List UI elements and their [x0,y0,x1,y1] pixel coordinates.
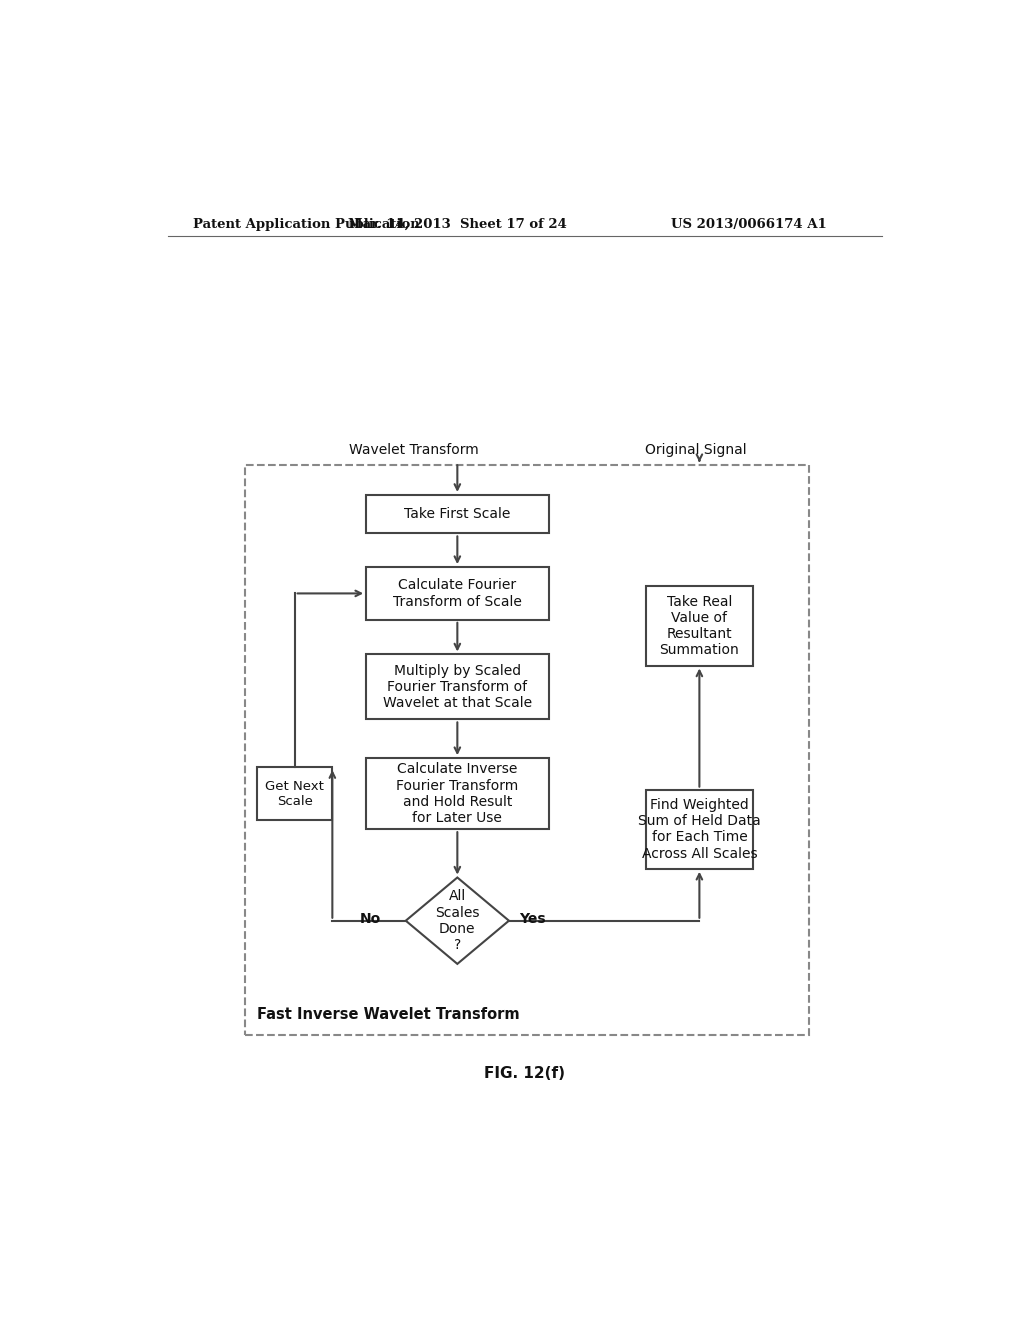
Text: FIG. 12(f): FIG. 12(f) [484,1065,565,1081]
Text: Yes: Yes [519,912,546,925]
Text: Patent Application Publication: Patent Application Publication [194,218,420,231]
Text: Take First Scale: Take First Scale [404,507,511,521]
Text: Multiply by Scaled
Fourier Transform of
Wavelet at that Scale: Multiply by Scaled Fourier Transform of … [383,664,531,710]
Text: Calculate Fourier
Transform of Scale: Calculate Fourier Transform of Scale [393,578,522,609]
Text: Get Next
Scale: Get Next Scale [265,780,324,808]
Text: US 2013/0066174 A1: US 2013/0066174 A1 [671,218,826,231]
FancyBboxPatch shape [646,586,753,665]
FancyBboxPatch shape [257,767,333,820]
Text: All
Scales
Done
?: All Scales Done ? [435,890,479,952]
Polygon shape [406,878,509,964]
FancyBboxPatch shape [646,789,753,869]
FancyBboxPatch shape [367,655,549,719]
Text: Take Real
Value of
Resultant
Summation: Take Real Value of Resultant Summation [659,594,739,657]
Text: Original Signal: Original Signal [645,444,748,457]
Text: No: No [359,912,381,925]
Text: Mar. 14, 2013  Sheet 17 of 24: Mar. 14, 2013 Sheet 17 of 24 [348,218,566,231]
FancyBboxPatch shape [367,568,549,620]
Text: Fast Inverse Wavelet Transform: Fast Inverse Wavelet Transform [257,1007,520,1022]
FancyBboxPatch shape [367,758,549,829]
Text: Wavelet Transform: Wavelet Transform [349,444,478,457]
Text: Find Weighted
Sum of Held Data
for Each Time
Across All Scales: Find Weighted Sum of Held Data for Each … [638,797,761,861]
Text: Calculate Inverse
Fourier Transform
and Hold Result
for Later Use: Calculate Inverse Fourier Transform and … [396,763,518,825]
FancyBboxPatch shape [367,495,549,533]
